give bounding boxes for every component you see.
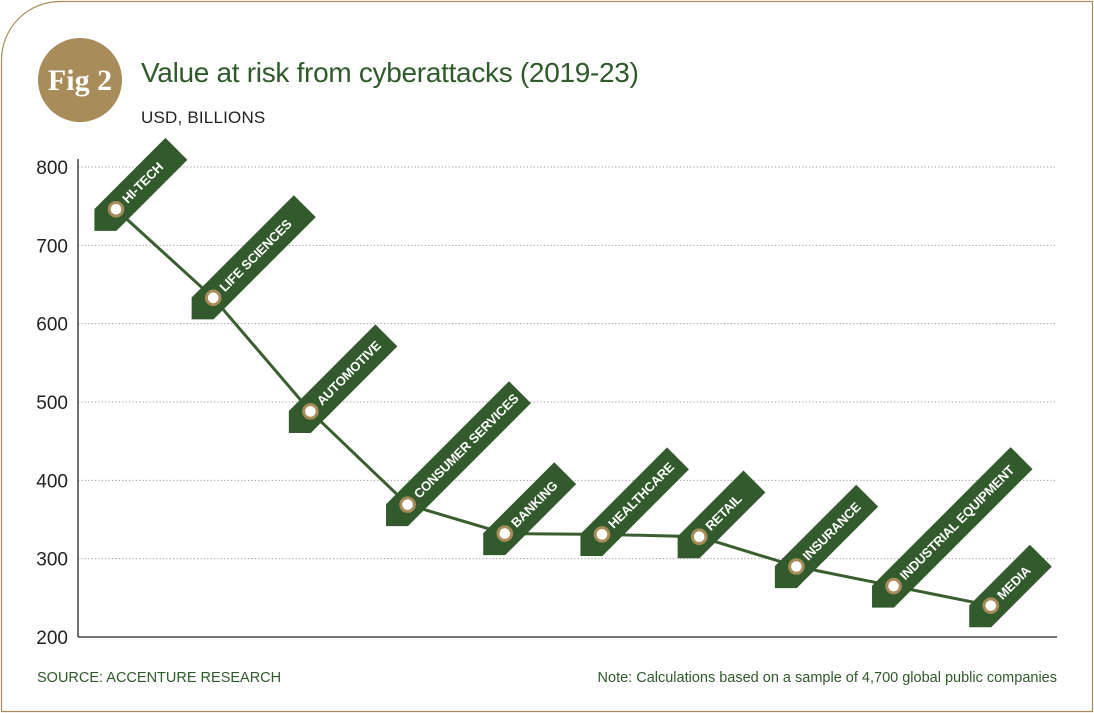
y-tick-label: 200 (36, 628, 68, 649)
data-point (885, 577, 902, 595)
category-tag: HEALTHCARE (580, 447, 689, 556)
data-point (204, 289, 222, 307)
note-text: Note: Calculations based on a sample of … (598, 670, 1057, 686)
data-markers (107, 201, 1000, 614)
category-label: INSURANCE (800, 499, 864, 563)
data-point (496, 525, 514, 542)
category-tag-shape (191, 195, 316, 320)
y-tick-label: 300 (36, 550, 68, 571)
y-tick-label: 800 (36, 158, 68, 179)
fig-badge-circle (38, 38, 122, 122)
y-tick-label: 500 (36, 393, 68, 414)
source-text: SOURCE: ACCENTURE RESEARCH (37, 670, 281, 686)
fig-badge: Fig 2 (38, 38, 122, 122)
category-label: LIFE SCIENCES (216, 216, 295, 295)
category-label: AUTOMOTIVE (314, 338, 385, 409)
chart-title: Value at risk from cyberattacks (2019-23… (141, 57, 639, 88)
category-label: CONSUMER SERVICES (411, 390, 522, 501)
category-label: HEALTHCARE (605, 459, 677, 531)
data-point (593, 526, 611, 543)
data-point (399, 496, 416, 513)
data-point (982, 597, 1000, 614)
chart-subtitle: USD, BILLIONS (141, 108, 265, 127)
y-tick-label: 600 (36, 315, 68, 336)
series-line (114, 208, 992, 608)
y-tick-label: 400 (36, 471, 68, 492)
category-tag-shape (872, 447, 1033, 608)
category-tag: LIFE SCIENCES (191, 195, 316, 320)
data-point (690, 528, 708, 546)
data-point (107, 201, 125, 218)
fig-badge-label: Fig 2 (48, 64, 112, 97)
gridlines (78, 166, 1057, 560)
category-tag: AUTOMOTIVE (288, 324, 398, 433)
y-axis-ticks: 200 300 400 500 600 700 800 (36, 158, 68, 649)
category-tag-shape (386, 381, 531, 527)
data-point (788, 558, 805, 575)
category-tag: INSURANCE (774, 484, 879, 589)
category-tag: RETAIL (677, 470, 766, 559)
y-tick-label: 700 (36, 236, 68, 257)
data-point (302, 403, 319, 420)
category-tag: BANKING (483, 462, 577, 556)
